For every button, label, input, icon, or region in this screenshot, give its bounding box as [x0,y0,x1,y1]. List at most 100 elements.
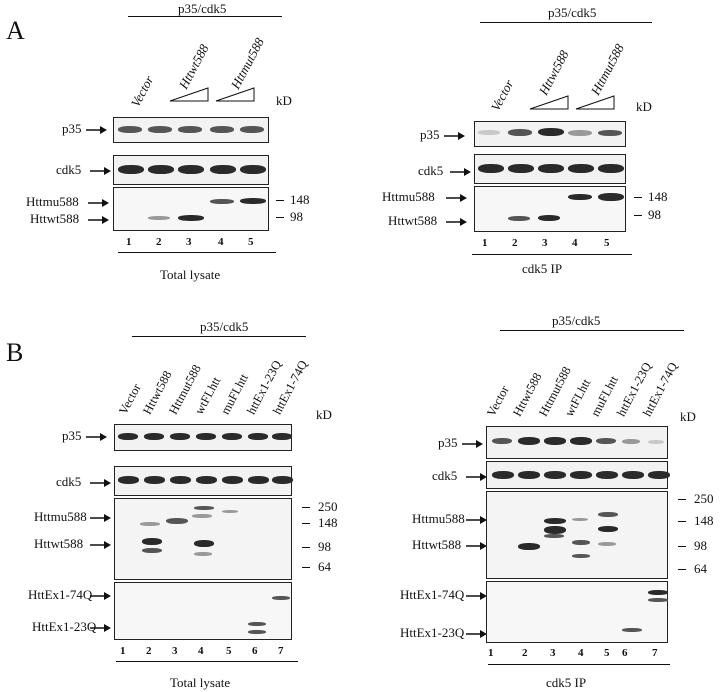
panel-b-left-row-httex1-23q: HttEx1-23Q [32,619,97,634]
panel-b-left-row-httex1-74q: HttEx1-74Q [28,587,93,602]
blot-band [118,165,144,174]
blot-band [178,126,202,133]
marker-tick [302,547,310,548]
blot-band [148,126,172,133]
panel-b-right-lane-number-3: 3 [550,647,556,659]
blot-band [478,130,500,135]
marker-tick [302,567,310,568]
panel-a-right-lane-httmut588: Httmut588 [587,41,627,98]
panel-b-letter: B [6,338,24,367]
panel-a-right-row-p35: p35 [420,127,440,142]
blot-band [272,596,290,600]
marker-tick [634,215,642,216]
panel-b-left-lane-number-2: 2 [146,645,152,657]
panel-a-left-lane-vector: Vector [127,73,157,110]
marker-tick [302,523,310,524]
arrow-icon [466,630,487,638]
blot-band [568,194,592,200]
blot-band [544,518,566,524]
blot-band [568,164,594,173]
panel-b-right-row-httmu588: Httmu588 [412,511,465,526]
marker-tick [678,546,686,547]
panel-a-left-wedge-1 [169,87,209,102]
panel-a-right-marker-148: 148 [648,189,668,204]
arrow-icon [88,199,109,207]
panel-a-left-lane-httmut588: Httmut588 [227,35,267,92]
blot-band [648,471,670,479]
panel-a-right-row-httmu588: Httmu588 [382,189,435,204]
blot-band [196,433,216,440]
arrow-icon [450,168,471,176]
blot-band [570,471,592,479]
blot-band [508,216,530,221]
panel-b-left-marker-148: 148 [318,515,338,530]
blot-band [210,126,234,133]
marker-tick [276,217,284,218]
blot-band [170,476,191,484]
panel-a-right-kd-label: kD [636,99,652,114]
panel-a-right-lane-number-5: 5 [604,237,610,249]
blot-band [538,164,564,173]
panel-a-left-row-httmu588: Httmu588 [26,194,79,209]
blot-band [144,476,165,484]
panel-a-left-row-cdk5: cdk5 [56,162,82,177]
panel-b-right-marker-98: 98 [694,538,707,553]
arrow-icon [90,514,111,522]
panel-b-right-marker-250: 250 [694,491,714,506]
blot-band [570,437,592,445]
arrow-icon [462,440,483,448]
blot-band [210,165,236,174]
blot-band [222,510,238,513]
blot-band [598,526,618,532]
arrow-icon [446,218,467,226]
panel-a-left-header-line [128,16,282,17]
blot-band [544,437,566,445]
blot-band [222,476,243,484]
arrow-icon [90,167,111,175]
arrow-icon [466,473,487,481]
blot-band [572,518,588,521]
marker-tick [678,569,686,570]
blot-band [572,540,590,545]
blot-band [598,164,624,173]
panel-b-right-row-httwt588: Httwt588 [412,537,462,552]
blot-band [192,514,212,518]
panel-b-right-blot-httex1 [486,581,668,643]
blot-band [492,438,512,444]
panel-b-left-marker-64: 64 [318,559,331,574]
panel-a-left-wedge-2 [215,87,255,102]
blot-band [144,433,164,440]
blot-band [544,526,566,534]
arrow-icon [90,541,111,549]
marker-tick [634,197,642,198]
panel-b-right-lane-number-5: 5 [604,647,610,659]
panel-a-left-row-httwt588: Httwt588 [30,211,80,226]
panel-b-left-caption-line [116,661,298,662]
blot-band [240,126,264,133]
panel-a-right-lane-number-4: 4 [572,237,578,249]
arrow-icon [446,194,467,202]
blot-band [538,215,560,221]
blot-band [596,438,616,444]
panel-a-left-kd-label: kD [276,93,292,108]
panel-a-right-header-line [480,22,652,23]
panel-b-left-lane-number-4: 4 [198,645,204,657]
blot-band [598,130,622,136]
panel-a-left-lane-number-3: 3 [186,236,192,248]
panel-a-left-marker-148: 148 [290,192,310,207]
blot-band [222,433,242,440]
panel-b-right-row-httex1-74q: HttEx1-74Q [400,587,465,602]
panel-b-right-lane-number-4: 4 [578,647,584,659]
panel-a-letter: A [6,16,25,45]
arrow-icon [90,592,111,600]
blot-band [118,476,139,484]
panel-a-left-lane-number-5: 5 [248,236,254,248]
blot-band [598,193,624,201]
panel-b-right-blot-htt [486,491,668,579]
arrow-icon [86,126,107,134]
panel-b-right-lane-number-2: 2 [522,647,528,659]
panel-b-left-row-cdk5: cdk5 [56,474,82,489]
panel-b-left-row-httmu588: Httmu588 [34,509,87,524]
panel-a-right-lane-httwt588: Httwt588 [535,47,572,98]
blot-band [240,165,266,174]
